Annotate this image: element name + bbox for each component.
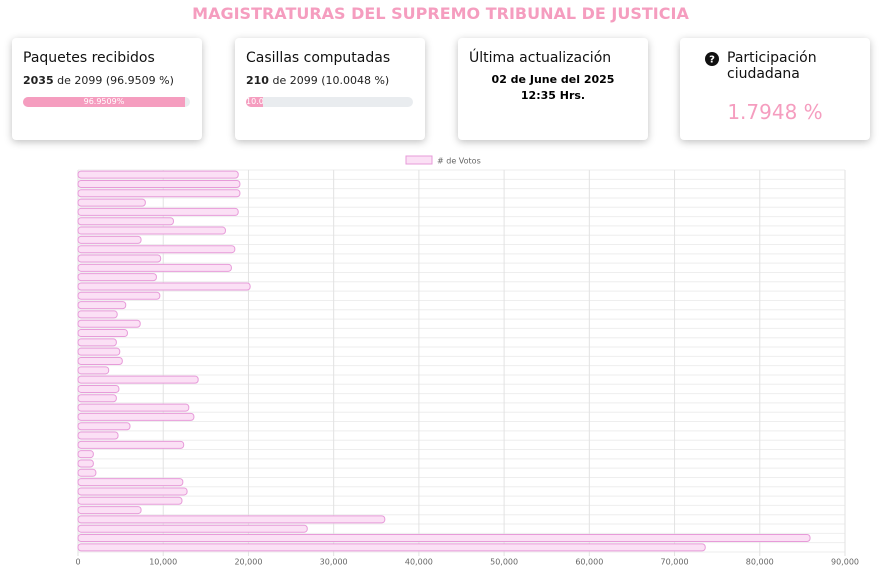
count: 210	[246, 74, 269, 87]
bar	[77, 366, 110, 375]
participation: 1.7948 %	[727, 100, 823, 124]
bar	[77, 319, 141, 328]
bar	[77, 179, 241, 188]
bar	[77, 338, 117, 347]
card-title: Casillas computadas	[246, 50, 391, 66]
time: 12:35 Hrs.	[520, 89, 586, 102]
card-summary: 210 de 2099 (10.0048 %)	[246, 74, 414, 87]
bar	[77, 422, 131, 431]
bar	[77, 515, 386, 524]
card-title: Última actualización	[469, 50, 612, 66]
date: 02 de June del 2025	[491, 73, 615, 86]
bar	[77, 496, 183, 505]
bar	[77, 524, 308, 533]
bar	[77, 384, 120, 393]
bar	[77, 347, 121, 356]
bar	[77, 189, 241, 198]
bar	[77, 534, 811, 543]
card: ? Participación ciudadana 1.7948 %	[680, 38, 870, 140]
card-title: Participación ciudadana	[727, 50, 817, 82]
chart: # de Votos 0 10,000 20,000 30,000 40,000 50,00…	[75, 155, 859, 567]
bar	[77, 217, 174, 226]
bar	[77, 468, 97, 477]
bar	[77, 506, 142, 515]
bar	[77, 226, 226, 235]
progress-track: 10.0048%	[246, 97, 413, 107]
legend-label: # de Votos	[437, 157, 481, 166]
bar	[77, 357, 123, 365]
card-title: Paquetes recibidos	[23, 50, 155, 66]
bar	[77, 282, 251, 291]
x-tick-label: 10,000	[149, 558, 177, 567]
x-tick-label: 30,000	[320, 558, 348, 567]
summary: de 2099 (96.9509 %)	[57, 74, 174, 87]
bar	[77, 375, 199, 384]
bar	[77, 263, 232, 272]
bar	[77, 329, 128, 338]
bar	[77, 301, 127, 310]
x-tick-label: 50,000	[490, 558, 518, 567]
bar	[77, 403, 190, 412]
progress-track: 96.9509%	[23, 97, 190, 107]
bar	[77, 440, 185, 449]
x-tick-label: 40,000	[405, 558, 433, 567]
card: Paquetes recibidos 2035 de 2099 (96.9509…	[12, 38, 202, 140]
legend-swatch	[405, 155, 433, 165]
svg-text:?: ?	[709, 55, 715, 66]
bar	[77, 394, 117, 403]
help-icon: ?	[705, 52, 719, 66]
card-summary: 2035 de 2099 (96.9509 %)	[23, 74, 191, 87]
bar	[77, 291, 161, 300]
bar	[77, 459, 94, 468]
bar	[77, 310, 118, 319]
bar	[77, 450, 94, 459]
bar	[77, 478, 184, 487]
summary: de 2099 (10.0048 %)	[272, 74, 390, 87]
bar	[77, 273, 157, 282]
x-tick-label: 90,000	[831, 558, 859, 567]
bar	[77, 412, 195, 421]
card-header: ? Participación ciudadana	[691, 50, 859, 82]
x-tick-label: 20,000	[234, 558, 262, 567]
x-tick-label: 80,000	[746, 558, 774, 567]
bar	[77, 487, 188, 496]
card: Última actualización 02 de June del 2025…	[458, 38, 648, 140]
page-title: MAGISTRATURAS DEL SUPREMO TRIBUNAL DE JU…	[192, 4, 689, 23]
progress-fill: 10.0048%	[246, 97, 263, 107]
bar	[77, 207, 239, 216]
bar	[77, 198, 146, 207]
bar	[77, 254, 162, 263]
card: Casillas computadas 210 de 2099 (10.0048…	[235, 38, 425, 140]
x-tick-label: 70,000	[661, 558, 689, 567]
bar	[77, 431, 119, 440]
bar	[77, 235, 142, 244]
progress-fill: 96.9509%	[23, 97, 185, 107]
x-tick-label: 60,000	[575, 558, 603, 567]
bar	[77, 245, 236, 254]
x-tick-label: 0	[75, 558, 80, 567]
bar	[77, 543, 706, 552]
bar	[77, 170, 239, 179]
count: 2035	[23, 74, 54, 87]
